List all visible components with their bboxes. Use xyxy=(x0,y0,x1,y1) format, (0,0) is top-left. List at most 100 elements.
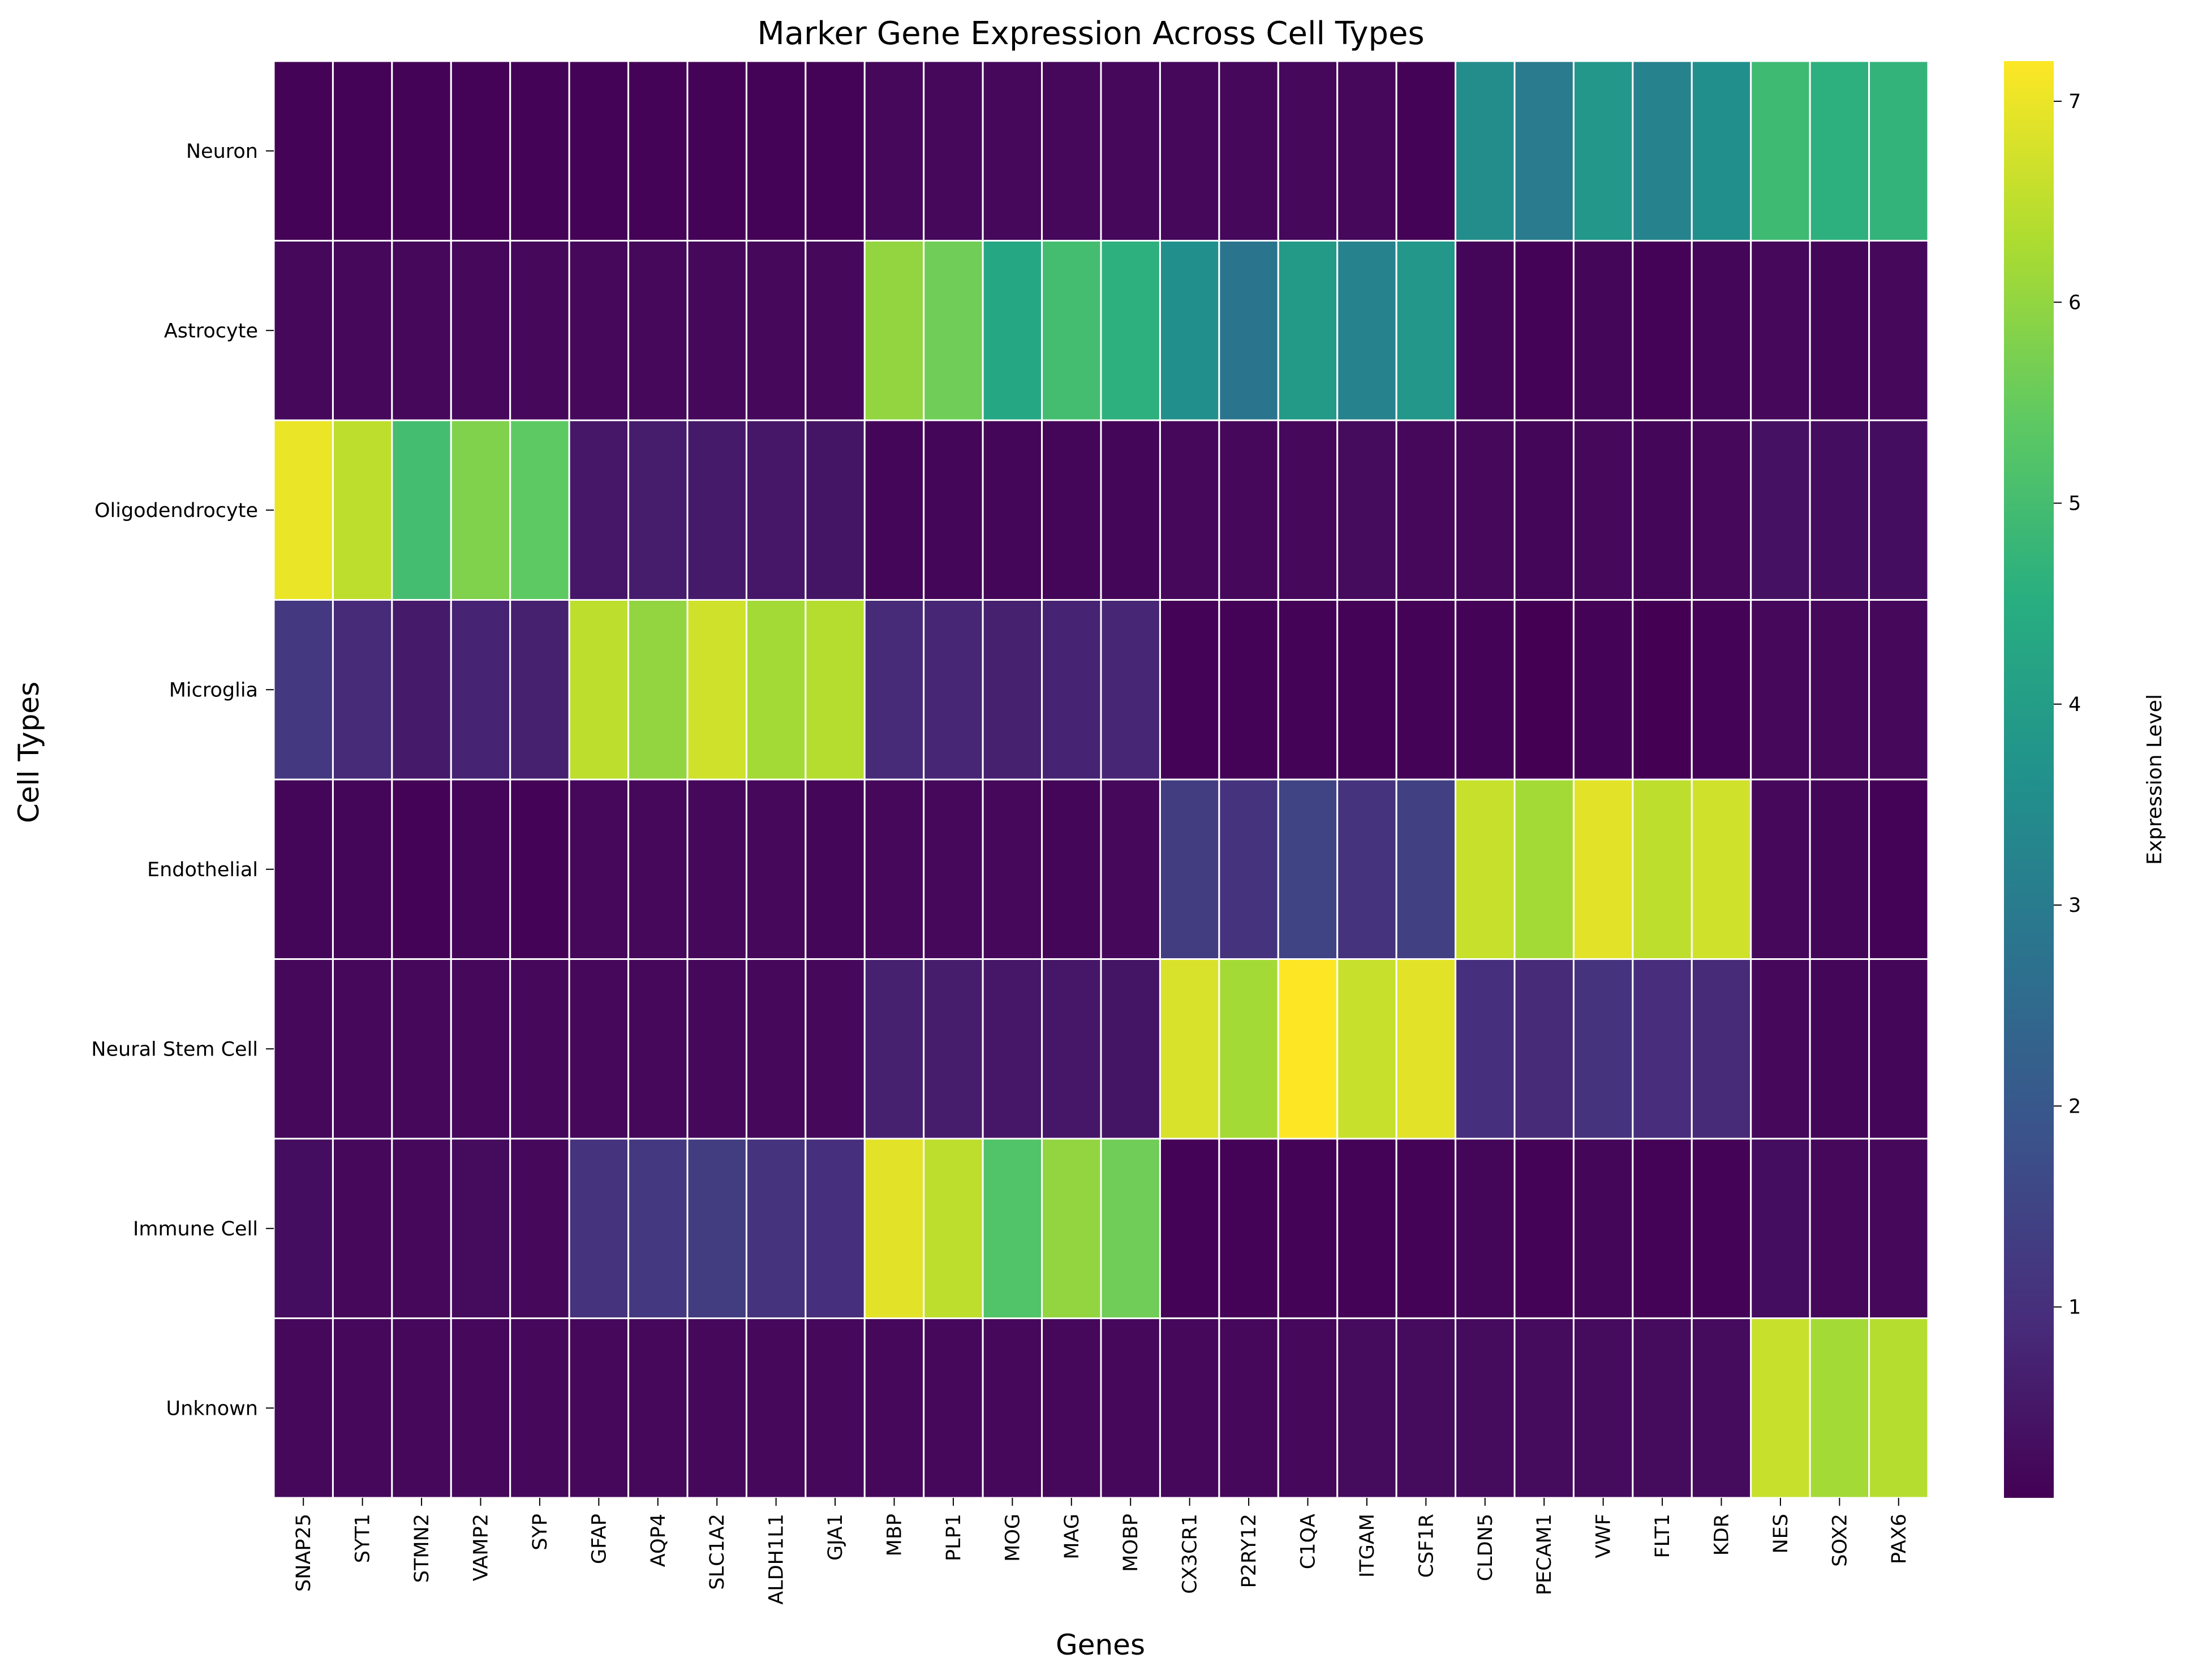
heatmap-cell xyxy=(1336,1138,1397,1319)
heatmap-cells xyxy=(273,60,1929,1499)
heatmap-cell xyxy=(509,1138,570,1319)
heatmap-cell xyxy=(805,958,866,1140)
heatmap-cell xyxy=(1218,778,1279,960)
heatmap-cell xyxy=(1691,1317,1752,1499)
heatmap-cell xyxy=(568,1138,630,1319)
heatmap-cell xyxy=(745,1317,807,1499)
heatmap-cell xyxy=(1632,778,1693,960)
heatmap-cell xyxy=(686,778,747,960)
heatmap-cell xyxy=(1159,958,1220,1140)
heatmap-cell xyxy=(1809,958,1870,1140)
heatmap-cell xyxy=(1632,958,1693,1140)
heatmap-cell xyxy=(1455,778,1516,960)
heatmap-cell xyxy=(686,599,747,781)
heatmap-cell xyxy=(1632,419,1693,601)
y-tick-label: Microglia xyxy=(169,679,258,701)
heatmap-cell xyxy=(1809,419,1870,601)
heatmap-cell xyxy=(332,419,393,601)
y-tick-label: Oligodendrocyte xyxy=(94,499,258,522)
heatmap-cell xyxy=(863,958,925,1140)
heatmap-cell xyxy=(450,1317,511,1499)
heatmap-cell xyxy=(627,778,689,960)
heatmap-cell xyxy=(686,958,747,1140)
x-tick-label: PECAM1 xyxy=(1533,1514,1556,1595)
heatmap-cell xyxy=(1455,419,1516,601)
heatmap-cell xyxy=(1159,419,1220,601)
heatmap-cell xyxy=(1100,1317,1161,1499)
heatmap-cell xyxy=(1277,1138,1339,1319)
heatmap-cell xyxy=(450,1138,511,1319)
x-tick-label: P2RY12 xyxy=(1238,1514,1261,1588)
heatmap-cell xyxy=(1691,599,1752,781)
x-tick-label: VAMP2 xyxy=(470,1514,493,1581)
heatmap-cell xyxy=(1572,240,1634,421)
heatmap-cell xyxy=(805,240,866,421)
heatmap-cell xyxy=(1159,1317,1220,1499)
heatmap-cell xyxy=(1395,599,1457,781)
heatmap-cell xyxy=(450,419,511,601)
heatmap-cell xyxy=(923,1317,984,1499)
x-tick-label: AQP4 xyxy=(647,1514,670,1567)
heatmap-cell xyxy=(1691,958,1752,1140)
heatmap-cell xyxy=(509,240,570,421)
heatmap-cell xyxy=(863,1317,925,1499)
heatmap-cell xyxy=(391,60,452,242)
x-tick-label: ITGAM xyxy=(1356,1514,1379,1578)
heatmap-cell xyxy=(627,599,689,781)
heatmap-cell xyxy=(568,599,630,781)
colorbar-tick-label: 5 xyxy=(2068,493,2081,515)
heatmap-cell xyxy=(509,778,570,960)
heatmap-cell xyxy=(745,958,807,1140)
heatmap-cell xyxy=(1868,778,1929,960)
heatmap-cell xyxy=(1809,240,1870,421)
heatmap-cell xyxy=(982,419,1043,601)
heatmap-cell xyxy=(1513,419,1575,601)
heatmap-cell xyxy=(1868,958,1929,1140)
heatmap-cell xyxy=(1513,958,1575,1140)
heatmap-cell xyxy=(391,958,452,1140)
heatmap-cell xyxy=(1395,1138,1457,1319)
heatmap-cell xyxy=(391,1138,452,1319)
heatmap-cell xyxy=(1218,240,1279,421)
heatmap-cell xyxy=(1159,1138,1220,1319)
heatmap-cell xyxy=(805,599,866,781)
heatmap-cell xyxy=(332,778,393,960)
heatmap-cell xyxy=(1336,419,1397,601)
heatmap-cell xyxy=(1809,60,1870,242)
x-tick-label: CSF1R xyxy=(1415,1514,1438,1578)
heatmap-cell xyxy=(1809,778,1870,960)
heatmap-cell xyxy=(1277,60,1339,242)
heatmap-cell xyxy=(1041,1138,1102,1319)
heatmap-cell xyxy=(1513,1138,1575,1319)
colorbar-tick-label: 7 xyxy=(2068,91,2081,113)
heatmap-cell xyxy=(1277,958,1339,1140)
heatmap-cell xyxy=(982,1138,1043,1319)
x-tick-label: SYT1 xyxy=(352,1514,375,1563)
heatmap-cell xyxy=(1218,1138,1279,1319)
heatmap-cell xyxy=(1750,778,1811,960)
x-tick-label: CLDN5 xyxy=(1474,1514,1497,1581)
heatmap-cell xyxy=(509,60,570,242)
heatmap-cell xyxy=(568,60,630,242)
heatmap-cell xyxy=(745,778,807,960)
x-tick-label: VWF xyxy=(1593,1514,1615,1558)
heatmap-cell xyxy=(686,240,747,421)
chart-title: Marker Gene Expression Across Cell Types xyxy=(757,15,1424,52)
heatmap-cell xyxy=(1809,1317,1870,1499)
heatmap-cell xyxy=(1100,958,1161,1140)
colorbar-tick-label: 6 xyxy=(2068,291,2081,314)
heatmap-cell xyxy=(1395,419,1457,601)
heatmap-cell xyxy=(982,778,1043,960)
heatmap-cell xyxy=(1395,958,1457,1140)
heatmap-cell xyxy=(391,419,452,601)
x-tick-label: GJA1 xyxy=(824,1514,847,1561)
heatmap-cell xyxy=(686,419,747,601)
heatmap-cell xyxy=(1100,778,1161,960)
x-tick-label: MBP xyxy=(884,1514,906,1556)
heatmap-cell xyxy=(1809,1138,1870,1319)
heatmap-cell xyxy=(1868,599,1929,781)
y-axis-label: Cell Types xyxy=(12,682,45,823)
heatmap-cell xyxy=(568,778,630,960)
x-tick-label: NES xyxy=(1770,1514,1792,1554)
